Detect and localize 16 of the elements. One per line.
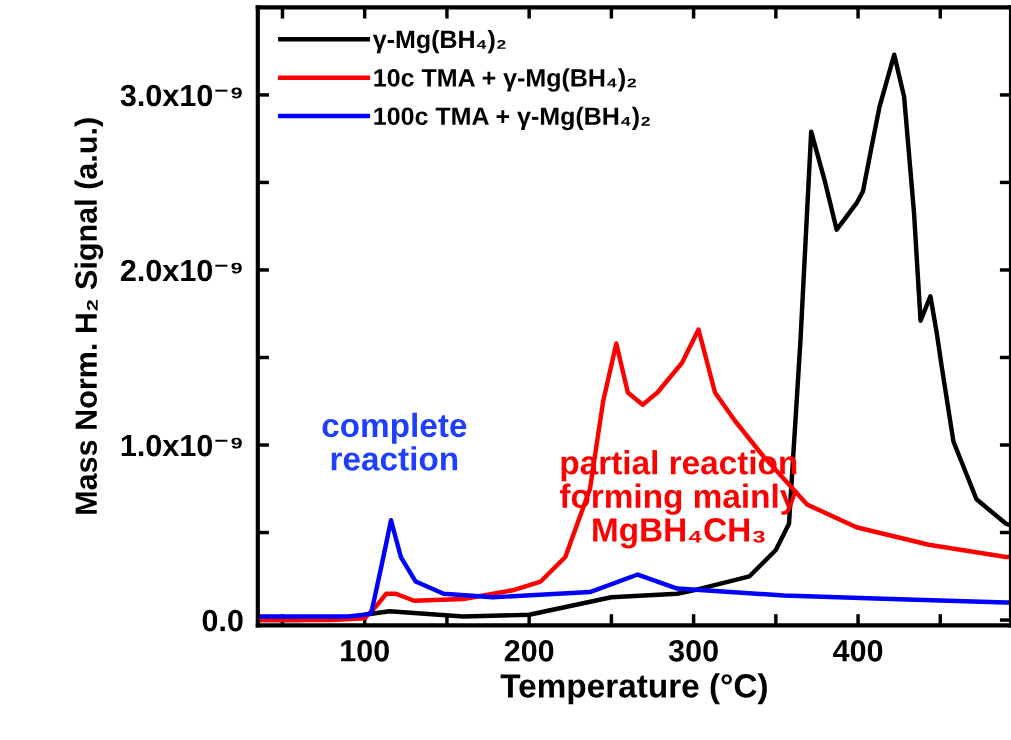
annotation: complete reaction — [322, 412, 467, 471]
line-series — [257, 518, 1011, 619]
legend-label: γ-Mg(BH₄)₂ — [372, 29, 506, 54]
x-tick-label: 400 — [833, 640, 883, 662]
y-tick-label: 3.0x10⁻⁹ — [120, 84, 242, 107]
x-axis-title: Temperature (°C) — [500, 673, 767, 705]
line-series — [257, 327, 1011, 623]
y-tick-label: 2.0x10⁻⁹ — [120, 259, 242, 282]
y-axis-title: Mass Norm. H₂ Signal (a.u.) — [74, 118, 104, 514]
legend-label: 10c TMA + γ-Mg(BH₄)₂ — [374, 68, 636, 92]
x-tick-label: 100 — [341, 640, 389, 662]
y-tick-label: 0.0 — [202, 609, 243, 632]
x-tick-label: 300 — [668, 640, 718, 662]
y-tick-label: 1.0x10⁻⁹ — [121, 434, 242, 457]
legend-label: 100c TMA + γ-Mg(BH₄)₂ — [374, 106, 650, 131]
x-tick-label: 200 — [504, 640, 554, 662]
